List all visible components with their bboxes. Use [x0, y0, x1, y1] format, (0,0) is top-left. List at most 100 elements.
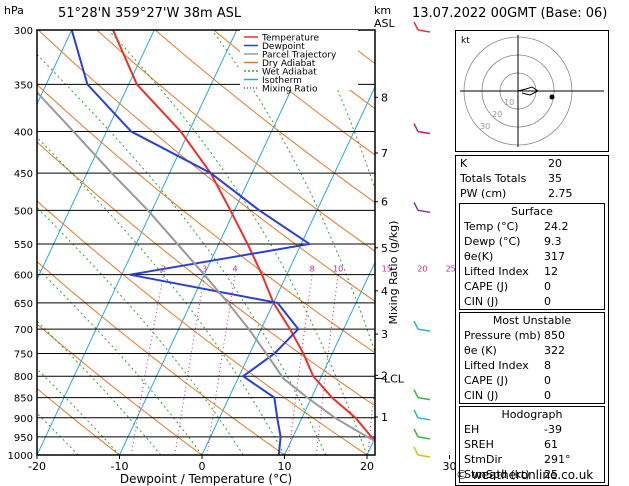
parcel-trajectory-line — [37, 90, 375, 443]
most-unstable-label: CAPE (J) — [464, 374, 509, 387]
lcl-label: LCL — [384, 372, 405, 385]
pressure-tick-label: 700 — [14, 325, 33, 336]
km-tick-label: 2 — [381, 369, 388, 382]
location-header: 51°28'N 359°27'W 38m ASL — [58, 6, 242, 21]
mixing-ratio-line — [174, 274, 206, 455]
k-label: K — [460, 157, 468, 170]
wind-barb-icon — [413, 409, 419, 419]
legend-entry: Temperature — [261, 34, 319, 44]
km-tick-label: 8 — [381, 91, 388, 104]
surface-row: Temp (°C) 24.2 — [460, 219, 604, 234]
dry-adiabat-line — [96, 30, 375, 252]
wind-barb-icon — [417, 396, 431, 401]
hodograph-ring-label: 10 — [504, 98, 514, 107]
pw-row: PW (cm) 2.75 — [456, 186, 608, 201]
wet-adiabat-line — [108, 30, 368, 455]
pw-label: PW (cm) — [460, 187, 507, 200]
footer-credit: © weatheronline.co.uk — [456, 468, 594, 482]
dewpoint-line — [70, 30, 313, 455]
pressure-tick-label: 400 — [14, 128, 33, 139]
surface-label: Lifted Index — [464, 265, 529, 278]
mixing-ratio-line — [206, 274, 236, 455]
dry-adiabat-line — [37, 323, 203, 455]
surface-row: θe(K) 317 — [460, 249, 604, 264]
k-index-row: K 20 — [456, 156, 608, 171]
hodograph-row: SREH 61 — [460, 437, 604, 452]
totals-value: 35 — [548, 172, 562, 185]
mixing-ratio-label: 4 — [233, 265, 238, 274]
hodograph-panel: kt 10 20 30 — [455, 30, 609, 152]
plot-frame — [36, 29, 376, 456]
dry-adiabat-line — [623, 30, 629, 455]
indices-panel: K 20 Totals Totals 35 PW (cm) 2.75 Surface … — [455, 155, 609, 486]
pressure-tick-label: 750 — [14, 349, 33, 360]
surface-label: CAPE (J) — [464, 280, 509, 293]
pressure-tick-label: 650 — [14, 299, 33, 310]
most-unstable-value: 850 — [544, 329, 565, 342]
hodograph-value: 291° — [544, 453, 571, 466]
dry-adiabat-line — [154, 30, 375, 204]
surface-label: Temp (°C) — [464, 220, 519, 233]
pressure-tick-label: 350 — [14, 80, 33, 91]
surface-label: CIN (J) — [464, 295, 499, 308]
asl-unit-label: ASL — [374, 17, 396, 30]
wind-barb-icon — [417, 130, 431, 135]
x-tick-label: 0 — [199, 460, 206, 473]
wind-barb-icon — [413, 21, 419, 31]
surface-value: 317 — [544, 250, 565, 263]
hodograph-row: EH -39 — [460, 422, 604, 437]
wind-barb-icon — [413, 123, 419, 132]
legend-box — [240, 30, 358, 90]
wind-barb-icon — [417, 417, 431, 421]
pressure-tick-label: 600 — [14, 271, 33, 282]
pressure-tick-label: 950 — [14, 433, 33, 444]
mixing-ratio-line — [288, 274, 313, 455]
most-unstable-row: CAPE (J) 0 — [460, 373, 604, 388]
dry-adiabat-line — [213, 30, 375, 156]
pressure-tick-label: 800 — [14, 372, 33, 383]
x-tick-label: 10 — [278, 460, 292, 473]
mixing-ratio-label: 8 — [310, 265, 315, 274]
dry-adiabat-line — [37, 30, 375, 302]
totals-row: Totals Totals 35 — [456, 171, 608, 186]
mixing-ratio-label: 10 — [333, 265, 343, 274]
surface-value: 12 — [544, 265, 558, 278]
x-tick-label: -10 — [111, 460, 129, 473]
datetime-header: 13.07.2022 00GMT (Base: 06) — [412, 6, 608, 21]
wind-barb-icon — [413, 201, 419, 211]
hodograph-ring-label: 30 — [480, 122, 490, 131]
wind-barb-icon — [413, 389, 419, 398]
wet-adiabat-line — [37, 53, 327, 455]
wind-barb-icon — [417, 209, 431, 214]
most-unstable-label: Lifted Index — [464, 359, 529, 372]
surface-value: 0 — [544, 295, 551, 308]
most-unstable-value: 322 — [544, 344, 565, 357]
hodograph-label: EH — [464, 423, 480, 436]
km-tick-label: 3 — [381, 328, 388, 341]
wind-barb-icon — [417, 436, 431, 440]
pressure-tick-label: 300 — [14, 26, 33, 37]
isotherm-line — [37, 30, 238, 455]
most-unstable-label: Pressure (mb) — [464, 329, 541, 342]
most-unstable-title: Most Unstable — [492, 314, 572, 327]
storm-motion-marker — [549, 94, 555, 100]
most-unstable-label: CIN (J) — [464, 389, 499, 402]
km-unit-label: km — [374, 4, 391, 17]
mixing-ratio-line — [367, 378, 375, 455]
surface-label: Dewp (°C) — [464, 235, 521, 248]
mixing-ratio-label: 20 — [417, 265, 427, 274]
pressure-tick-label: 1000 — [8, 451, 33, 462]
km-tick-label: 5 — [381, 242, 388, 255]
hodograph-ring-label: 20 — [492, 110, 502, 119]
pw-value: 2.75 — [548, 187, 573, 200]
x-tick-label: 20 — [360, 460, 374, 473]
wind-barb-icon — [413, 428, 419, 438]
mixing-ratio-label: 3 — [202, 265, 207, 274]
isotherm-line — [201, 85, 375, 455]
hodograph-value: -39 — [544, 423, 562, 436]
km-tick-label: 4 — [381, 285, 388, 298]
hodograph-label: StmDir — [464, 453, 503, 466]
hpa-unit-label: hPa — [4, 4, 24, 17]
hodograph-title: Hodograph — [501, 408, 563, 421]
